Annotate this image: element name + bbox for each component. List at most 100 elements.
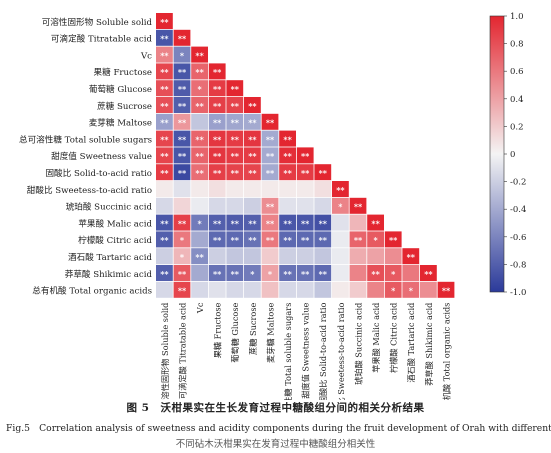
heatmap-cell: [384, 248, 402, 265]
heatmap-cell: [226, 281, 244, 298]
significance-mark: **: [178, 101, 187, 111]
heatmap-cell: [279, 181, 296, 197]
heatmap-cell: [296, 265, 314, 281]
colorbar-tick-label: 1.0: [510, 12, 524, 22]
heatmap-cell: [244, 248, 261, 265]
significance-mark: **: [213, 101, 222, 111]
heatmap-cell: [226, 231, 244, 248]
heatmap-cell: [279, 248, 296, 265]
heatmap-cell: [279, 147, 296, 164]
heatmap-cell: [420, 265, 437, 281]
correlation-heatmap: 可溶性固形物 Soluble solid 可滴定酸 Titratable acid…: [19, 12, 526, 400]
significance-mark: **: [160, 50, 169, 60]
heatmap-cell: [349, 231, 367, 248]
heatmap-cell: [244, 214, 261, 231]
heatmap-cell: [226, 113, 244, 130]
heatmap-cell: [296, 181, 314, 197]
heatmap-cell: [279, 281, 296, 298]
column-label: Vc: [195, 302, 205, 314]
heatmap-cell: [261, 181, 279, 197]
heatmap-cell: [173, 197, 191, 214]
heatmap-cell: [244, 197, 261, 214]
significance-mark: **: [266, 134, 275, 144]
heatmap-cell: [402, 265, 420, 281]
heatmap-cell: [261, 147, 279, 164]
heatmap-cell: [173, 80, 191, 97]
heatmap-cell: [332, 281, 349, 298]
heatmap-cell: [226, 197, 244, 214]
row-label: 麦芽糖 Maltose: [89, 117, 152, 129]
heatmap-cell: [279, 197, 296, 214]
column-label: 莽草酸 Shikimic acid: [424, 303, 434, 386]
heatmap-cell: [332, 265, 349, 281]
heatmap-cell: [384, 281, 402, 298]
heatmap-cell: [191, 46, 208, 63]
heatmap-cell: [191, 197, 208, 214]
row-label: 可滴定酸 Titratable acid: [51, 33, 153, 45]
significance-mark: **: [195, 134, 204, 144]
heatmap-cell: [156, 265, 173, 281]
heatmap-cell: [384, 265, 402, 281]
heatmap-cell: [367, 214, 384, 231]
heatmap-cell: [226, 265, 244, 281]
heatmap-cell: [208, 265, 226, 281]
significance-mark: **: [336, 185, 345, 195]
significance-mark: **: [231, 218, 240, 228]
significance-mark: **: [195, 50, 204, 60]
row-label: 固酸比 Solid-to-acid ratio: [45, 167, 152, 179]
significance-mark: **: [160, 235, 169, 245]
row-label: 果糖 Fructose: [94, 66, 152, 78]
significance-mark: **: [319, 235, 328, 245]
significance-mark: **: [160, 17, 169, 27]
row-label: 可溶性固形物 Soluble solid: [42, 16, 153, 28]
significance-mark: **: [160, 269, 169, 279]
significance-mark: **: [283, 168, 292, 178]
heatmap-cell: [156, 97, 173, 113]
heatmap-cell: [296, 164, 314, 181]
significance-mark: **: [178, 269, 187, 279]
column-label: 琥珀酸 Succinic acid: [353, 303, 363, 385]
heatmap-cell: [244, 164, 261, 181]
heatmap-cell: [208, 97, 226, 113]
heatmap-cell: [191, 130, 208, 147]
significance-mark: **: [195, 252, 204, 262]
significance-mark: **: [266, 118, 275, 128]
heatmap-cells: **** **** * **** ** ** **** ** * ** **** ** ** ** ** **…: [156, 13, 455, 298]
column-labels: 可溶性固形物 Soluble solid 可滴定酸 Titratable acid…: [160, 302, 452, 400]
significance-mark: **: [354, 202, 363, 212]
heatmap-cell: [191, 147, 208, 164]
significance-mark: **: [407, 252, 416, 262]
significance-mark: **: [283, 218, 292, 228]
heatmap-cell: [156, 164, 173, 181]
row-label: 甜度值 Sweetness value: [51, 150, 152, 162]
figure-caption-english: Fig.5 Correlation analysis of sweetness …: [6, 423, 551, 434]
significance-mark: *: [409, 286, 414, 296]
significance-mark: **: [389, 235, 398, 245]
colorbar-tick-label: -1.0: [510, 288, 526, 298]
heatmap-cell: [208, 63, 226, 80]
significance-mark: **: [248, 101, 257, 111]
heatmap-cell: [279, 231, 296, 248]
heatmap-cell: [191, 248, 208, 265]
heatmap-cell: [244, 147, 261, 164]
significance-mark: **: [195, 101, 204, 111]
heatmap-cell: [367, 281, 384, 298]
heatmap-cell: [173, 97, 191, 113]
heatmap-cell: [173, 29, 191, 46]
significance-mark: **: [213, 235, 222, 245]
heatmap-cell: [173, 231, 191, 248]
significance-mark: **: [213, 118, 222, 128]
heatmap-cell: [349, 265, 367, 281]
heatmap-cell: [226, 80, 244, 97]
significance-mark: *: [180, 252, 185, 262]
heatmap-cell: [314, 248, 332, 265]
heatmap-cell: [208, 113, 226, 130]
row-label: Vc: [140, 51, 152, 61]
heatmap-cell: [279, 130, 296, 147]
significance-mark: **: [231, 168, 240, 178]
heatmap-cell: [402, 248, 420, 265]
significance-mark: **: [178, 118, 187, 128]
heatmap-cell: [156, 231, 173, 248]
heatmap-cell: [296, 248, 314, 265]
column-label: 甜酸比 Sweetess-to-acid ratio: [336, 303, 346, 400]
